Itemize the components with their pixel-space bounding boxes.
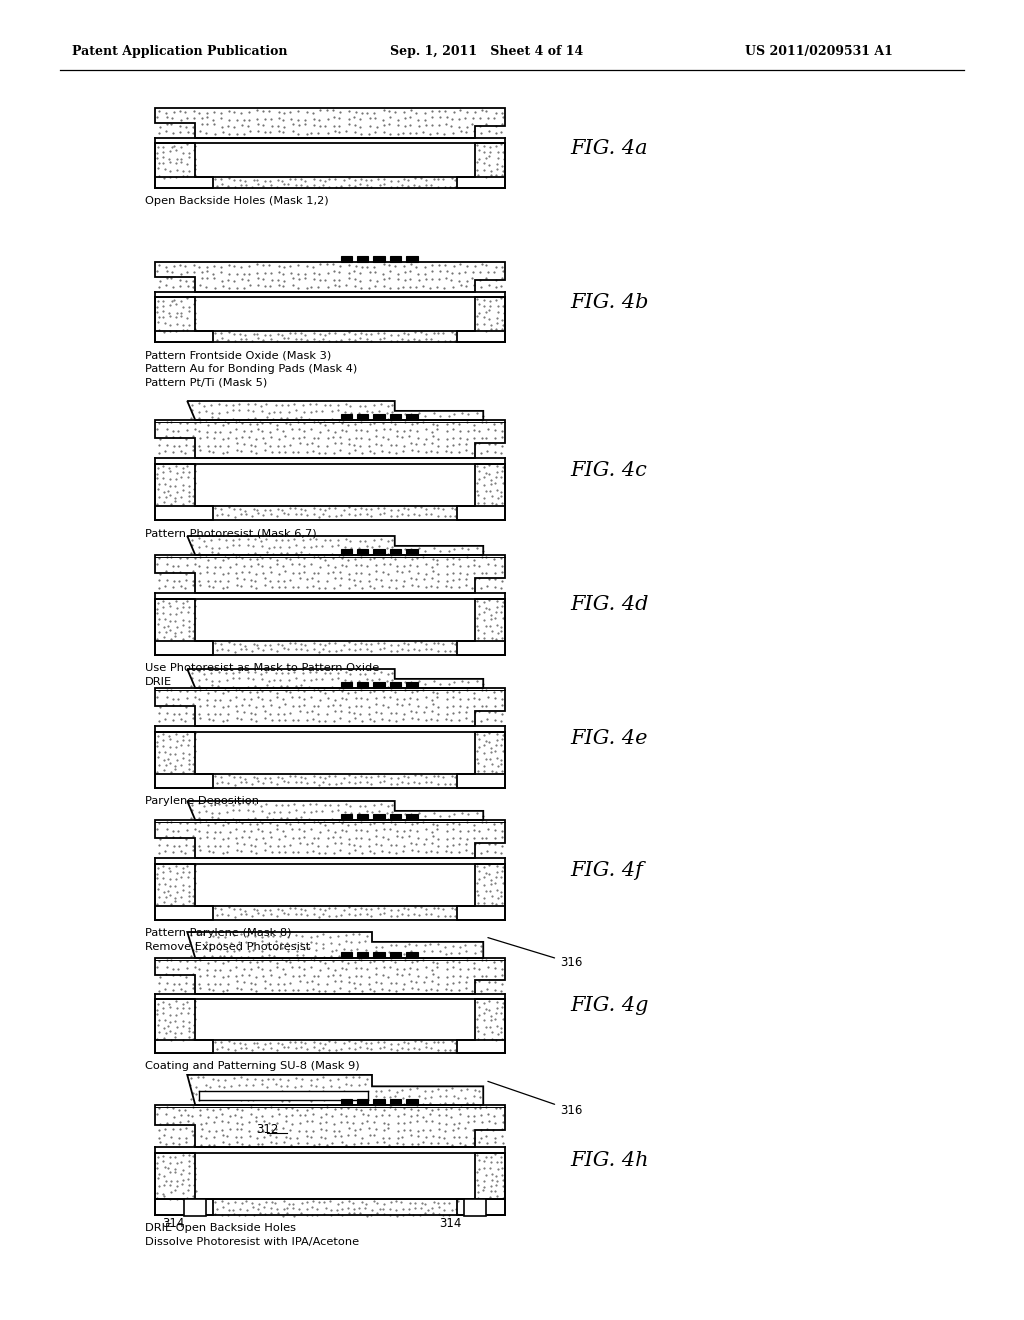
Bar	[374, 549, 385, 554]
Text: Use Photoresist as Mask to Pattern Oxide
DRIE: Use Photoresist as Mask to Pattern Oxide…	[145, 663, 379, 686]
Bar	[341, 682, 351, 688]
Text: 316: 316	[487, 1081, 583, 1117]
Bar	[374, 952, 385, 958]
Bar	[341, 414, 351, 420]
Bar	[407, 256, 418, 261]
Bar	[407, 549, 418, 554]
Text: Coating and Patterning SU-8 (Mask 9): Coating and Patterning SU-8 (Mask 9)	[145, 1061, 359, 1071]
Bar	[341, 952, 351, 958]
Bar	[407, 952, 418, 958]
Text: Parylene Deposition: Parylene Deposition	[145, 796, 259, 807]
Text: Sep. 1, 2011   Sheet 4 of 14: Sep. 1, 2011 Sheet 4 of 14	[390, 45, 584, 58]
Bar	[407, 682, 418, 688]
Bar	[390, 814, 401, 820]
Bar	[390, 549, 401, 554]
Text: Open Backside Holes (Mask 1,2): Open Backside Holes (Mask 1,2)	[145, 195, 329, 206]
Bar	[184, 1200, 206, 1216]
Bar	[200, 1092, 368, 1100]
Bar	[464, 1200, 486, 1216]
Bar	[341, 814, 351, 820]
Bar	[357, 952, 369, 958]
Bar	[374, 814, 385, 820]
Text: FIG. 4a: FIG. 4a	[570, 139, 647, 157]
Bar	[341, 256, 351, 261]
Bar	[357, 814, 369, 820]
Text: Pattern Frontside Oxide (Mask 3)
Pattern Au for Bonding Pads (Mask 4)
Pattern Pt: Pattern Frontside Oxide (Mask 3) Pattern…	[145, 350, 357, 387]
Bar	[407, 414, 418, 420]
Bar	[357, 549, 369, 554]
Bar	[390, 414, 401, 420]
Bar	[374, 414, 385, 420]
Bar	[357, 682, 369, 688]
Bar	[374, 256, 385, 261]
Text: US 2011/0209531 A1: US 2011/0209531 A1	[745, 45, 893, 58]
Text: FIG. 4d: FIG. 4d	[570, 595, 648, 615]
Text: 312: 312	[256, 1123, 279, 1135]
Bar	[357, 414, 369, 420]
Text: Pattern Photoresist (Mask 6,7): Pattern Photoresist (Mask 6,7)	[145, 528, 316, 539]
Text: FIG. 4f: FIG. 4f	[570, 861, 643, 879]
Bar	[390, 952, 401, 958]
Bar	[357, 256, 369, 261]
Text: Pattern Parylene (Mask 8)
Remove Exposed Photoresist: Pattern Parylene (Mask 8) Remove Exposed…	[145, 928, 310, 952]
Bar	[390, 682, 401, 688]
Bar	[390, 256, 401, 261]
Text: 314: 314	[162, 1217, 184, 1230]
Bar	[357, 1100, 369, 1105]
Bar	[407, 1100, 418, 1105]
Text: 314: 314	[439, 1217, 461, 1230]
Bar	[407, 814, 418, 820]
Text: FIG. 4h: FIG. 4h	[570, 1151, 648, 1170]
Text: DRIE Open Backside Holes
Dissolve Photoresist with IPA/Acetone: DRIE Open Backside Holes Dissolve Photor…	[145, 1224, 359, 1246]
Text: Patent Application Publication: Patent Application Publication	[72, 45, 288, 58]
Bar	[390, 1100, 401, 1105]
Bar	[374, 682, 385, 688]
Bar	[374, 1100, 385, 1105]
Text: FIG. 4g: FIG. 4g	[570, 997, 648, 1015]
Text: FIG. 4c: FIG. 4c	[570, 461, 647, 479]
Bar	[341, 1100, 351, 1105]
Text: FIG. 4b: FIG. 4b	[570, 293, 648, 312]
Text: 316: 316	[487, 937, 583, 969]
Bar	[341, 549, 351, 554]
Text: FIG. 4e: FIG. 4e	[570, 729, 647, 747]
